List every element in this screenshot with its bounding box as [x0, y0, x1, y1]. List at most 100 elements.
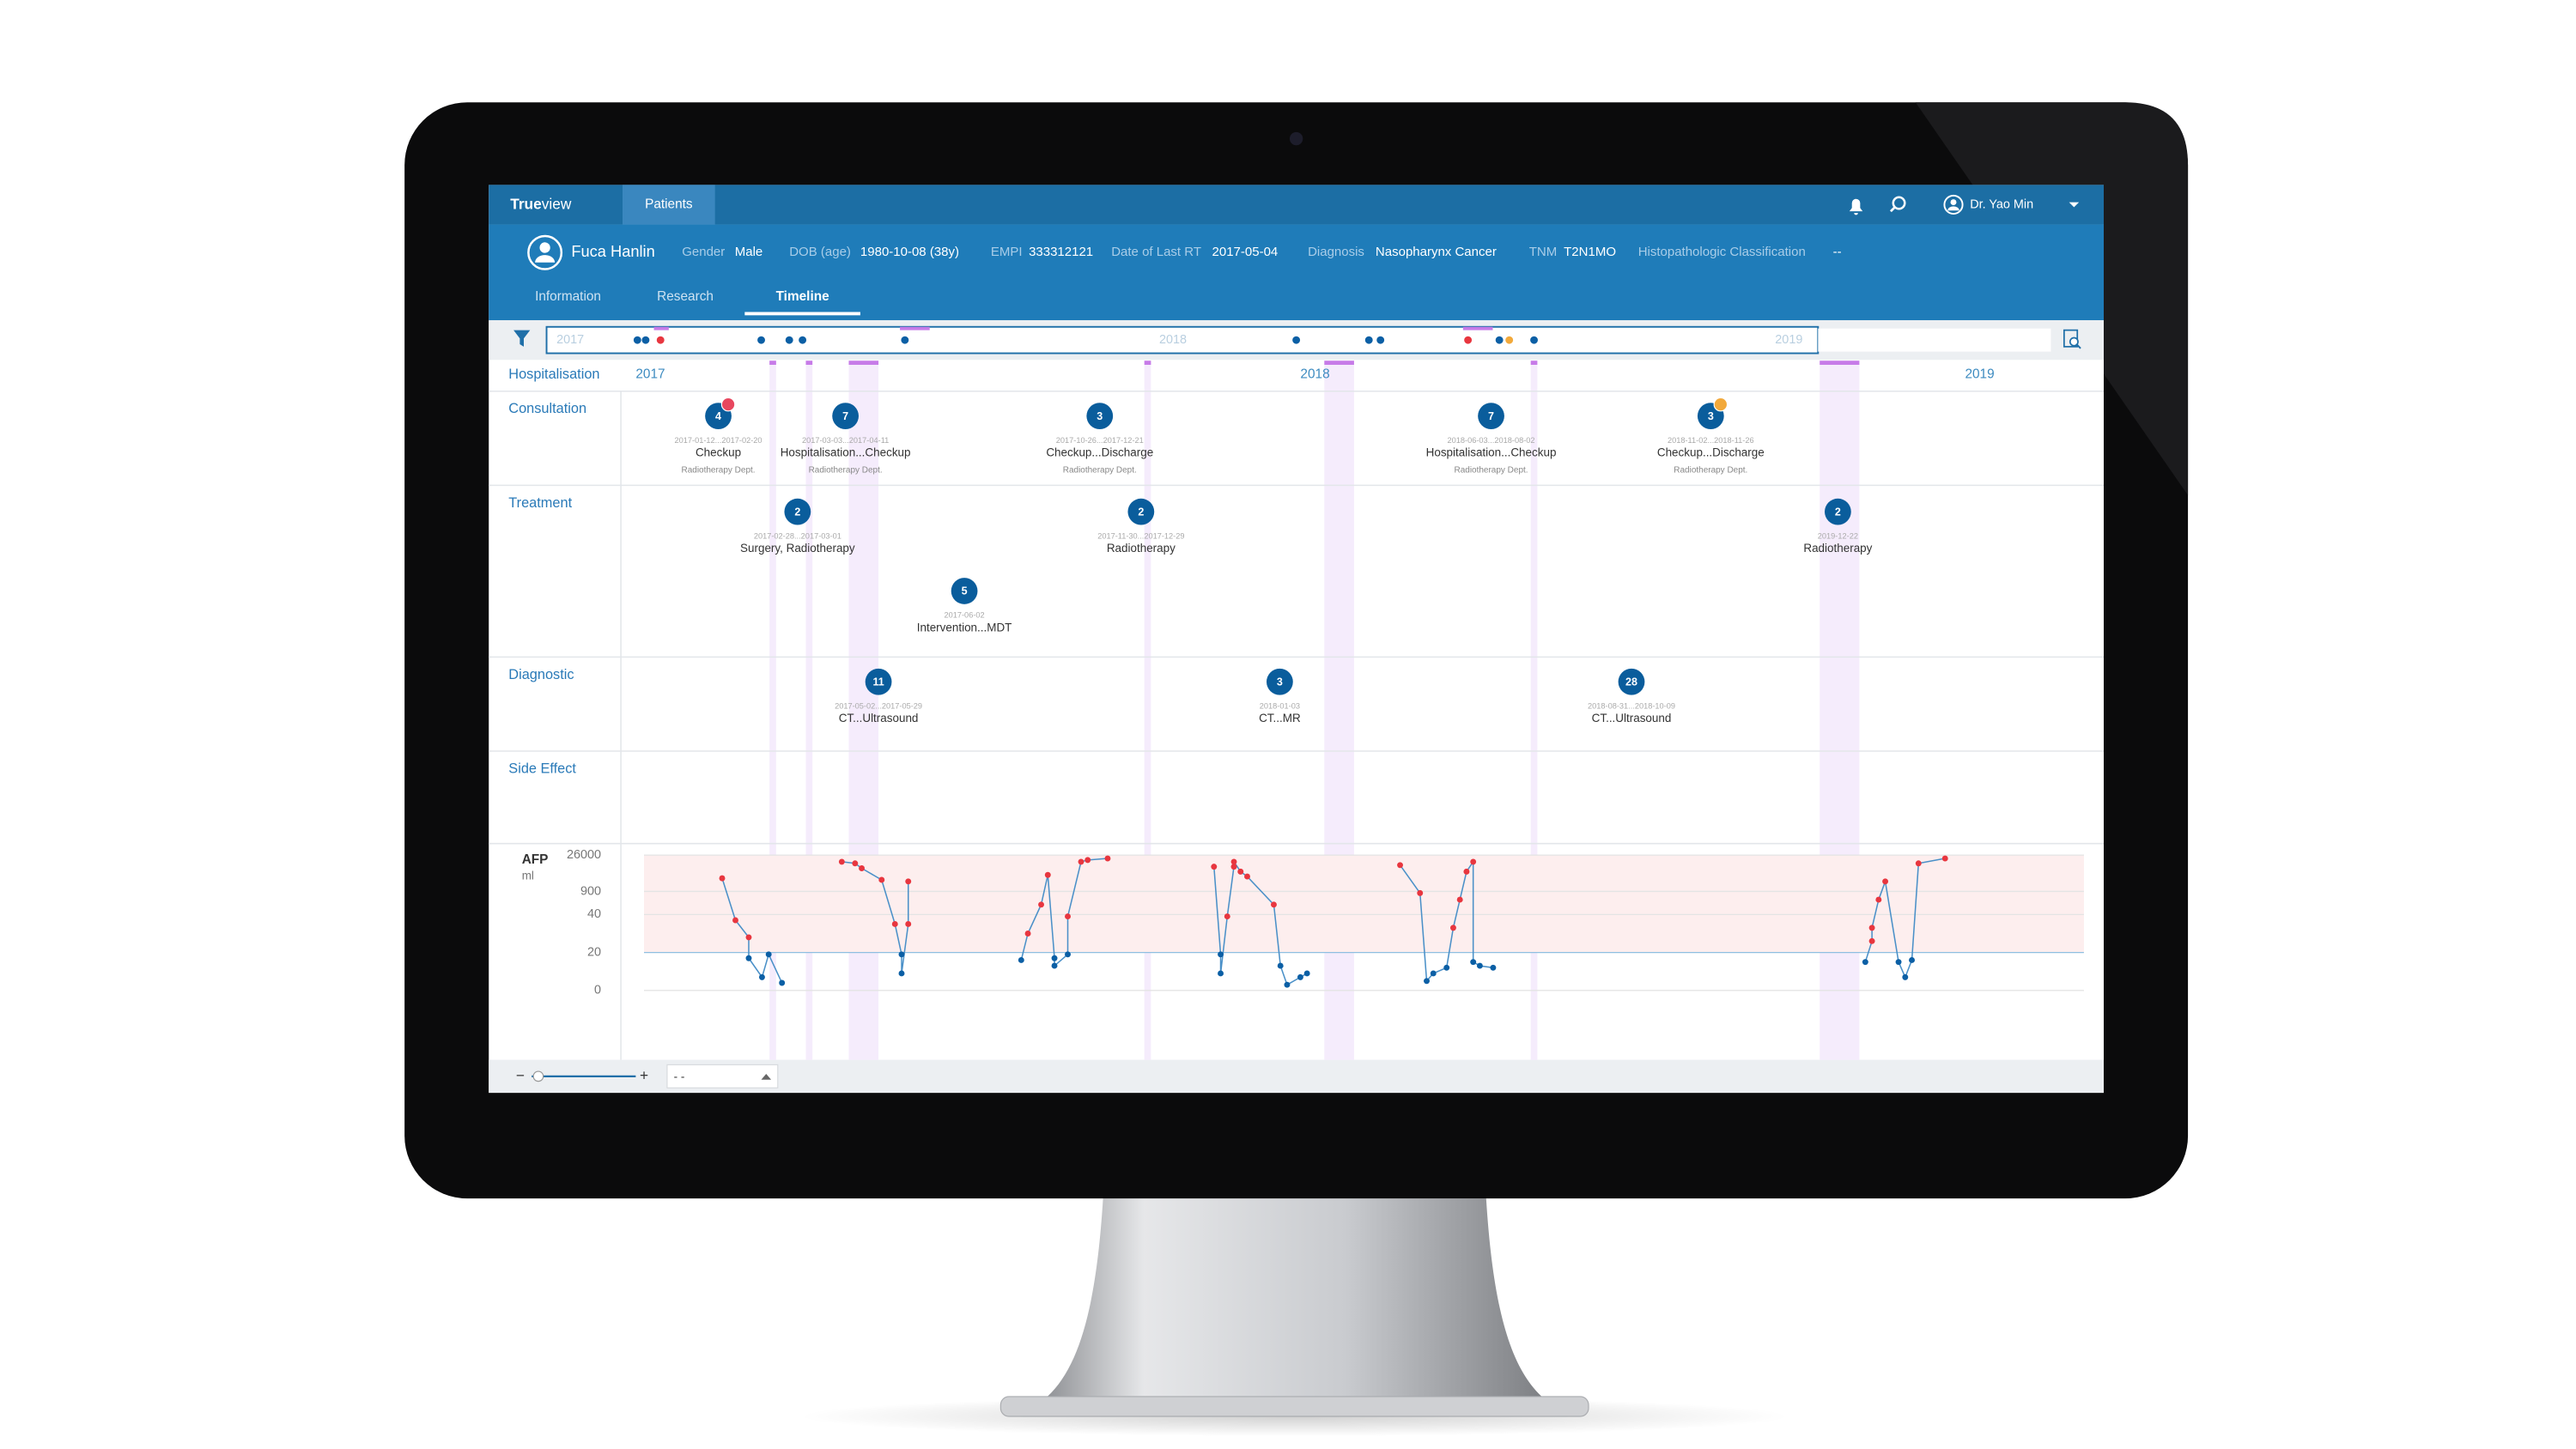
search-icon[interactable]	[1889, 196, 1906, 213]
event-count[interactable]: 3	[1708, 410, 1714, 422]
tab[interactable]: Information	[535, 289, 601, 304]
afp-point[interactable]	[1051, 962, 1058, 969]
zoom-in[interactable]: +	[640, 1066, 648, 1083]
afp-point[interactable]	[878, 876, 885, 883]
event-node[interactable]	[1618, 668, 1645, 695]
afp-point[interactable]	[1211, 864, 1218, 870]
afp-point[interactable]	[745, 934, 752, 941]
afp-point[interactable]	[1084, 857, 1091, 864]
afp-point[interactable]	[1303, 970, 1310, 977]
afp-point[interactable]	[898, 970, 905, 977]
filter-icon[interactable]	[513, 330, 531, 347]
afp-point[interactable]	[1024, 931, 1031, 937]
afp-point[interactable]	[1430, 970, 1437, 977]
afp-point[interactable]	[1224, 913, 1230, 920]
afp-point[interactable]	[1218, 951, 1224, 958]
event-node[interactable]	[1127, 498, 1155, 525]
afp-point[interactable]	[1065, 913, 1071, 920]
afp-point[interactable]	[1044, 871, 1051, 878]
afp-point[interactable]	[1397, 862, 1403, 869]
event-count[interactable]: 7	[1488, 410, 1494, 422]
afp-point[interactable]	[1038, 901, 1045, 908]
event-node[interactable]	[832, 403, 859, 429]
event-node[interactable]	[1478, 403, 1504, 429]
user-caret[interactable]	[2069, 202, 2080, 208]
afp-point[interactable]	[1277, 962, 1284, 969]
afp-point[interactable]	[1868, 925, 1875, 931]
event-node[interactable]	[865, 668, 892, 695]
zoom-input[interactable]	[666, 1064, 779, 1088]
zoom-search-icon[interactable]	[2063, 329, 2081, 349]
afp-point[interactable]	[905, 878, 912, 885]
event-count[interactable]: 11	[872, 676, 884, 688]
afp-point[interactable]	[1237, 868, 1244, 875]
afp-point[interactable]	[1463, 868, 1470, 875]
afp-point[interactable]	[1476, 962, 1483, 969]
afp-point[interactable]	[1078, 858, 1084, 865]
afp-point[interactable]	[1862, 959, 1868, 966]
event-count[interactable]: 7	[842, 410, 848, 422]
afp-point[interactable]	[1230, 858, 1237, 865]
overview-box[interactable]	[545, 325, 1820, 355]
zoom-caret[interactable]	[761, 1073, 772, 1080]
afp-point[interactable]	[1868, 937, 1875, 944]
event-count[interactable]: 2	[1835, 506, 1841, 518]
afp-point[interactable]	[1882, 878, 1889, 885]
event-node[interactable]	[784, 498, 811, 525]
afp-point[interactable]	[1297, 973, 1303, 980]
tab[interactable]: Research	[657, 289, 714, 304]
afp-point[interactable]	[1941, 855, 1948, 862]
afp-point[interactable]	[891, 920, 898, 927]
afp-point[interactable]	[1271, 901, 1277, 908]
afp-point[interactable]	[1470, 858, 1477, 865]
tab[interactable]: Timeline	[776, 289, 830, 304]
event-node[interactable]	[1086, 403, 1114, 429]
afp-point[interactable]	[745, 955, 752, 961]
event-count[interactable]: 3	[1097, 410, 1103, 422]
afp-point[interactable]	[1284, 981, 1291, 988]
afp-point[interactable]	[1449, 925, 1456, 931]
afp-point[interactable]	[1456, 896, 1463, 903]
afp-point[interactable]	[1244, 873, 1250, 880]
event-count[interactable]: 5	[962, 585, 968, 597]
afp-point[interactable]	[765, 951, 772, 958]
afp-point[interactable]	[1018, 957, 1024, 963]
afp-point[interactable]	[1230, 864, 1237, 870]
zoom-handle[interactable]	[532, 1070, 544, 1082]
afp-point[interactable]	[859, 865, 866, 871]
event-node[interactable]	[1825, 498, 1851, 525]
afp-point[interactable]	[1490, 964, 1497, 971]
afp-point[interactable]	[779, 979, 786, 986]
zoom-value[interactable]: - -	[674, 1070, 685, 1082]
afp-point[interactable]	[1051, 955, 1058, 961]
event-node[interactable]	[951, 578, 978, 604]
nav-tab[interactable]: Patients	[645, 197, 693, 212]
afp-point[interactable]	[1895, 959, 1902, 966]
afp-point[interactable]	[1915, 860, 1922, 867]
event-count[interactable]: 2	[794, 506, 800, 518]
afp-point[interactable]	[1417, 889, 1424, 896]
user-name[interactable]: Dr. Yao Min	[1970, 197, 2033, 211]
event-count[interactable]: 28	[1625, 676, 1637, 688]
afp-point[interactable]	[1902, 973, 1909, 980]
afp-point[interactable]	[1443, 964, 1450, 971]
event-node[interactable]	[1267, 668, 1293, 695]
afp-point[interactable]	[898, 951, 905, 958]
event-count[interactable]: 2	[1138, 506, 1144, 518]
afp-point[interactable]	[1470, 959, 1477, 966]
afp-point[interactable]	[1875, 896, 1882, 903]
afp-point[interactable]	[852, 860, 859, 867]
afp-point[interactable]	[758, 973, 765, 980]
afp-point[interactable]	[1104, 855, 1111, 862]
event-count[interactable]: 4	[715, 410, 721, 422]
bell-icon[interactable]	[1849, 198, 1863, 215]
afp-point[interactable]	[732, 917, 738, 924]
afp-point[interactable]	[1424, 978, 1430, 985]
afp-point[interactable]	[1065, 951, 1071, 958]
user-icon[interactable]	[1943, 194, 1964, 215]
afp-point[interactable]	[1909, 957, 1915, 963]
event-count[interactable]: 3	[1277, 676, 1283, 688]
afp-point[interactable]	[719, 875, 726, 882]
nav-tab-bg[interactable]	[623, 185, 715, 225]
afp-point[interactable]	[1218, 970, 1224, 977]
